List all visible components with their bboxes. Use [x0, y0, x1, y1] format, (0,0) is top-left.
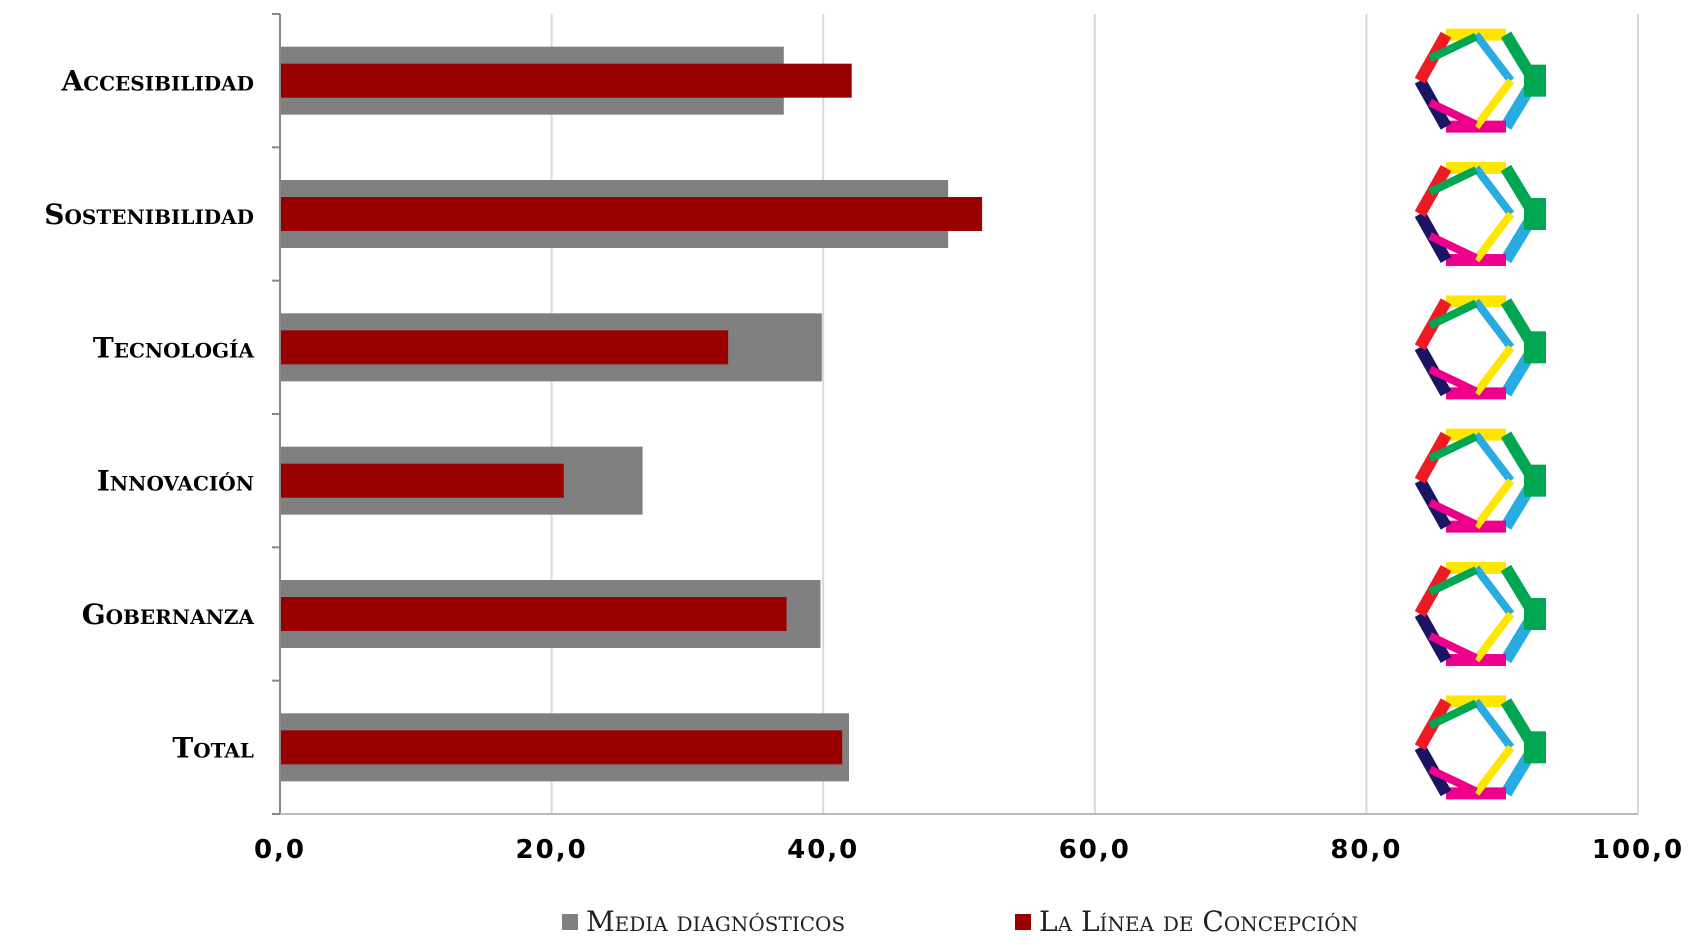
x-tick-labels: 0,0 20,0 40,0 60,0 80,0 100,0	[254, 835, 1684, 865]
legend-label-media: Media diagnósticos	[586, 905, 845, 938]
category-label: Sostenibilidad	[44, 198, 254, 231]
gridlines	[552, 14, 1638, 814]
x-tick-label: 60,0	[1059, 835, 1131, 865]
bar-linea	[280, 730, 842, 764]
legend-swatch-linea	[1015, 914, 1031, 930]
legend-item-media: Media diagnósticos	[562, 905, 845, 938]
bar-linea	[280, 597, 787, 631]
hexagon-logo-icon	[1416, 162, 1546, 266]
bar-linea	[280, 464, 564, 498]
hexagon-logo-icon	[1416, 429, 1546, 533]
bar-linea	[280, 197, 982, 231]
legend-item-linea: La Línea de Concepción	[1015, 905, 1358, 938]
axes	[272, 14, 1638, 814]
category-label: Innovación	[97, 465, 254, 498]
legend-swatch-media	[562, 914, 578, 930]
category-label: Tecnología	[93, 331, 255, 364]
logo-markers	[1416, 29, 1546, 800]
bar-chart: Accesibilidad Sostenibilidad Tecnología Inn…	[0, 0, 1688, 900]
x-tick-label: 0,0	[254, 835, 306, 865]
hexagon-logo-icon	[1416, 695, 1546, 799]
category-label: Gobernanza	[82, 598, 255, 631]
x-tick-label: 40,0	[787, 835, 859, 865]
hexagon-logo-icon	[1416, 562, 1546, 666]
bar-linea	[280, 64, 852, 98]
bar-linea	[280, 330, 728, 364]
hexagon-logo-icon	[1416, 295, 1546, 399]
category-label: Total	[172, 731, 254, 764]
x-tick-label: 100,0	[1592, 835, 1684, 865]
bars	[280, 47, 982, 782]
legend: Media diagnósticos La Línea de Concepció…	[0, 905, 1688, 945]
hexagon-logo-icon	[1416, 29, 1546, 133]
category-label: Accesibilidad	[61, 65, 255, 98]
legend-label-linea: La Línea de Concepción	[1039, 905, 1358, 938]
x-tick-label: 80,0	[1330, 835, 1402, 865]
x-tick-label: 20,0	[516, 835, 588, 865]
category-labels: Accesibilidad Sostenibilidad Tecnología Inn…	[44, 65, 254, 765]
